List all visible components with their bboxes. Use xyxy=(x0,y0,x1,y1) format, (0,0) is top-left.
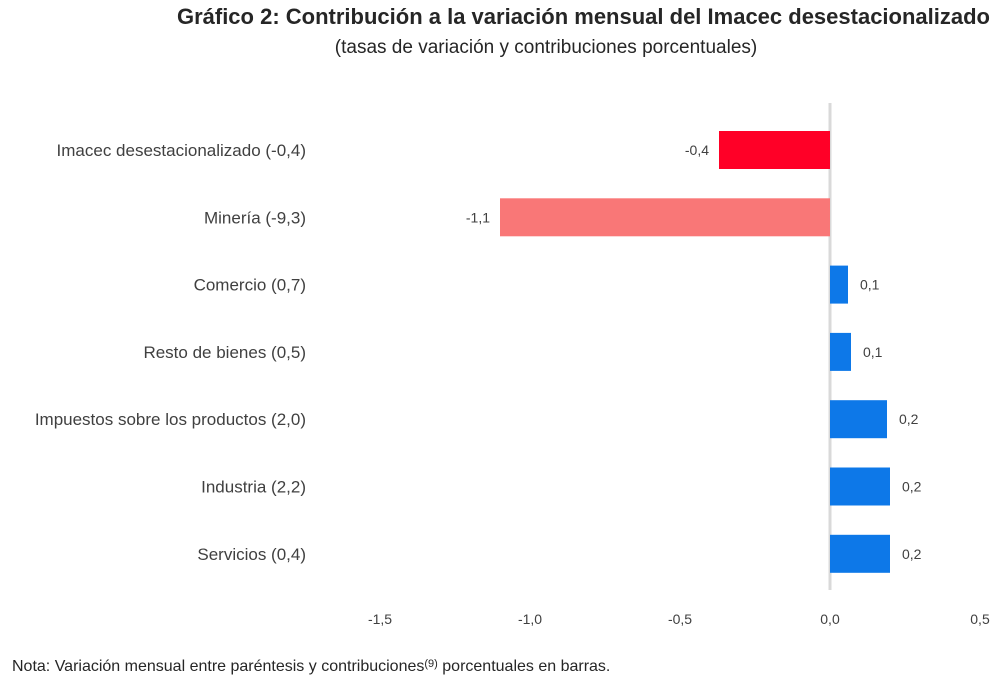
category-label: Comercio (0,7) xyxy=(194,276,306,295)
bar xyxy=(719,131,830,169)
bar xyxy=(830,332,851,371)
data-label: -1,1 xyxy=(466,209,490,225)
category-label: Imacec desestacionalizado (-0,4) xyxy=(57,141,306,160)
chart-note: Nota: Variación mensual entre paréntesis… xyxy=(12,658,610,676)
data-label: 0,2 xyxy=(902,546,922,562)
category-label: Servicios (0,4) xyxy=(197,545,306,564)
bar xyxy=(830,534,890,573)
bar-chart: Imacec desestacionalizado (-0,4) -0,4 Mine… xyxy=(35,103,990,627)
x-tick-label: 0,5 xyxy=(970,611,990,627)
data-label: 0,1 xyxy=(863,344,883,360)
note-superscript: (9) xyxy=(424,658,438,670)
x-tick-label: -1,0 xyxy=(518,611,542,627)
category-label: Minería (-9,3) xyxy=(204,208,306,227)
chart-title: Gráfico 2: Contribución a la variación m… xyxy=(176,4,990,29)
data-label: 0,2 xyxy=(902,479,922,495)
bar xyxy=(500,198,830,237)
category-label: Impuestos sobre los productos (2,0) xyxy=(35,410,306,429)
x-tick-label: 0,0 xyxy=(820,611,840,627)
data-label: 0,2 xyxy=(899,411,919,427)
category-label: Industria (2,2) xyxy=(201,478,306,497)
data-label: 0,1 xyxy=(860,277,880,293)
x-tick-label: -0,5 xyxy=(668,611,692,627)
bar xyxy=(830,400,887,439)
chart-subtitle: (tasas de variación y contribuciones por… xyxy=(334,37,758,58)
bar xyxy=(830,467,890,506)
bar xyxy=(830,265,848,304)
data-label: -0,4 xyxy=(685,142,709,158)
note-text: Nota: Variación mensual entre paréntesis… xyxy=(12,658,425,675)
x-tick-label: -1,5 xyxy=(368,611,392,627)
category-label: Resto de bienes (0,5) xyxy=(143,343,306,362)
note-text-end: porcentuales en barras. xyxy=(437,658,611,675)
